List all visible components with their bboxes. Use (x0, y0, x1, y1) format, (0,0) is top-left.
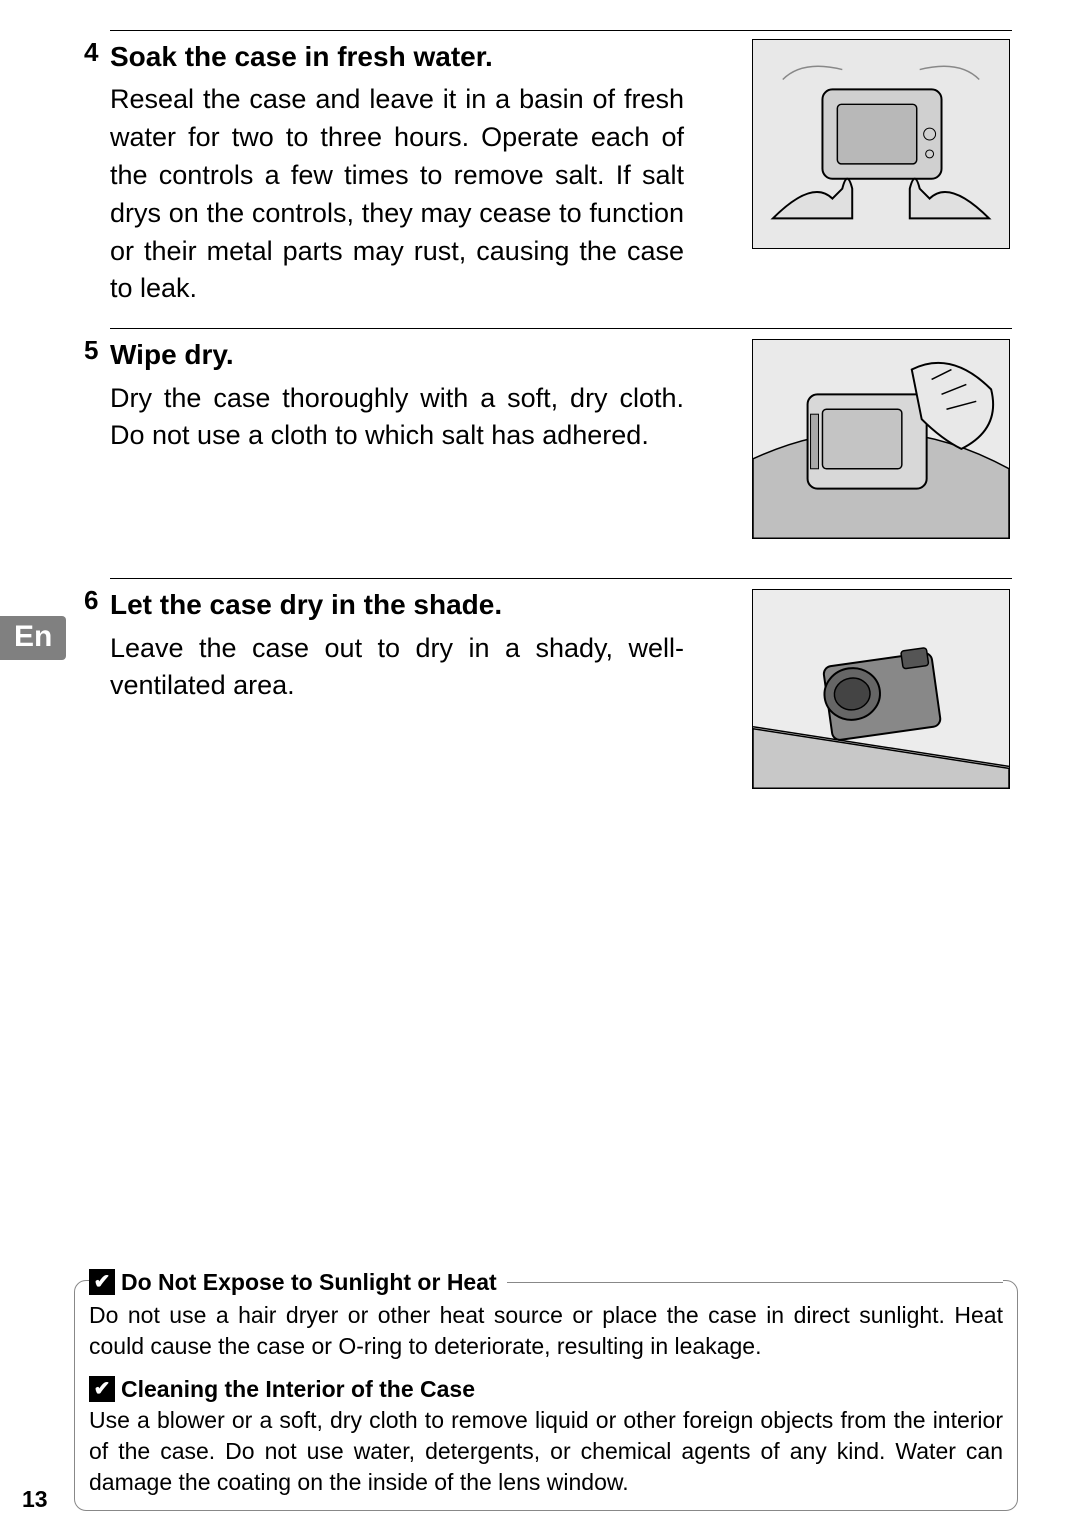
step-5: 5 Wipe dry. Dry the case thoroughly with… (110, 328, 1012, 558)
step-4: 4 Soak the case in fresh water. Reseal t… (110, 30, 1012, 308)
illustration-hands-case-icon (752, 39, 1010, 249)
illustration-case-drying-icon (752, 589, 1010, 789)
step-number: 6 (84, 585, 98, 616)
step-body: Dry the case thoroughly with a soft, dry… (110, 380, 690, 456)
caution-icon: ✔ (89, 1376, 115, 1402)
step-title: Soak the case in fresh water. (110, 39, 732, 75)
step-illustration (752, 337, 1012, 539)
notes-box: ✔ Do Not Expose to Sunlight or Heat Do n… (74, 1280, 1018, 1511)
step-number: 5 (84, 335, 98, 366)
language-tab: En (0, 616, 66, 660)
step-illustration (752, 39, 1012, 308)
note-title-text: Cleaning the Interior of the Case (121, 1376, 475, 1403)
step-body: Leave the case out to dry in a shady, we… (110, 630, 690, 706)
page-number: 13 (22, 1486, 48, 1513)
step-illustration (752, 587, 1012, 789)
note-body-1: Do not use a hair dryer or other heat so… (89, 1300, 1003, 1362)
illustration-wipe-case-icon (752, 339, 1010, 539)
title-divider (507, 1282, 1003, 1284)
step-title: Let the case dry in the shade. (110, 587, 732, 623)
step-body: Reseal the case and leave it in a basin … (110, 81, 690, 308)
step-number: 4 (84, 37, 98, 68)
step-6: 6 Let the case dry in the shade. Leave t… (110, 578, 1012, 789)
note-title-2: ✔ Cleaning the Interior of the Case (89, 1376, 1003, 1403)
main-content: 4 Soak the case in fresh water. Reseal t… (0, 0, 1080, 789)
note-body-2: Use a blower or a soft, dry cloth to rem… (89, 1405, 1003, 1498)
note-title-1: ✔ Do Not Expose to Sunlight or Heat (89, 1269, 1003, 1296)
note-title-text: Do Not Expose to Sunlight or Heat (121, 1269, 497, 1296)
caution-icon: ✔ (89, 1269, 115, 1295)
step-title: Wipe dry. (110, 337, 732, 373)
